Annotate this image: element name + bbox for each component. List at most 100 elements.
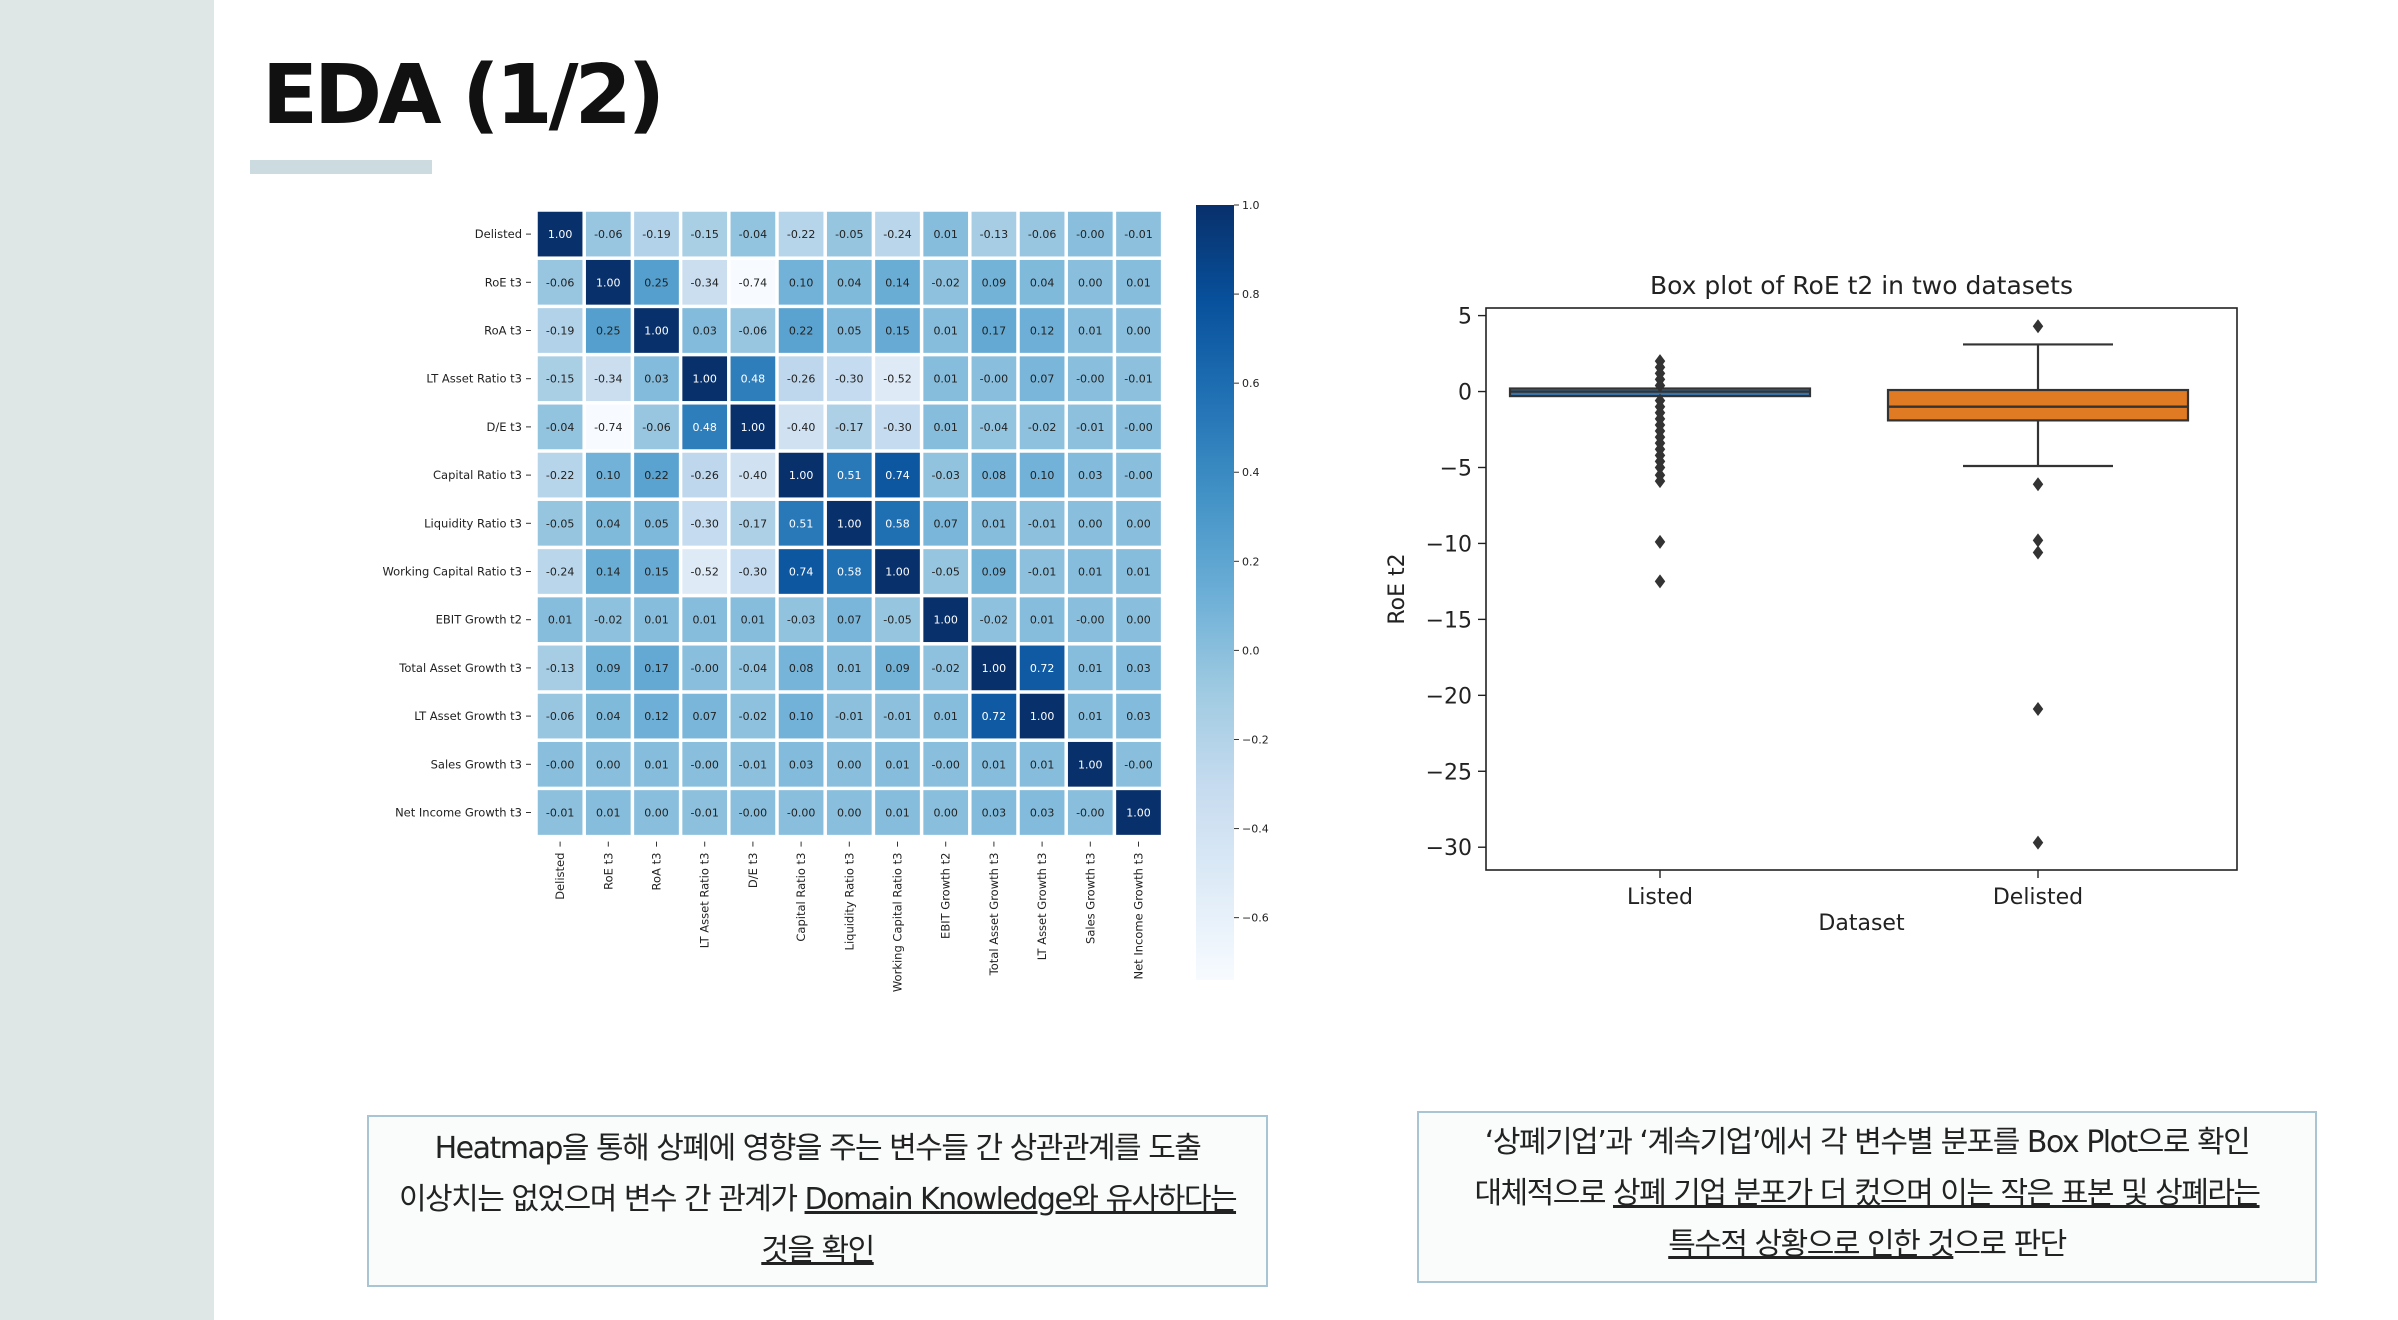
heatmap-x-tick-label: RoA t3 [650, 853, 664, 891]
heatmap-cell-value: -0.15 [690, 228, 718, 241]
heatmap-cell-value: -0.01 [690, 807, 718, 820]
heatmap-cell [730, 259, 776, 305]
heatmap-cell-value: -0.05 [835, 228, 863, 241]
heatmap-cell [1116, 452, 1161, 498]
heatmap-cell [1067, 549, 1113, 594]
heatmap-y-tick-label: Net Income Growth t3 [395, 806, 522, 820]
heatmap-cell-value: 0.01 [837, 662, 862, 675]
heatmap-cell [971, 404, 1017, 450]
heatmap-cell [826, 356, 872, 402]
title-underline-bar [250, 160, 432, 174]
heatmap-cell-value: -0.22 [546, 469, 574, 482]
heatmap-cell [585, 308, 631, 353]
colorbar-tick-label: 0.2 [1242, 555, 1260, 568]
heatmap-cell-value: 1.00 [548, 228, 573, 241]
heatmap-cell-value: -0.04 [980, 421, 1008, 434]
heatmap-cell-value: -0.00 [931, 758, 959, 771]
heatmap-cell [682, 500, 728, 546]
heatmap-cell [537, 500, 583, 546]
heatmap-cell-value: -0.00 [1076, 614, 1104, 627]
heatmap-cell-value: 0.03 [644, 373, 669, 386]
heatmap-cell-value: 0.09 [982, 276, 1007, 289]
heatmap-y-tick-label: Liquidity Ratio t3 [424, 516, 522, 530]
heatmap-cell [1067, 645, 1113, 691]
heatmap-cell-value: 0.03 [692, 325, 717, 338]
boxplot-outlier [1654, 378, 1666, 393]
heatmap-cell [1116, 211, 1161, 257]
heatmap-cell [826, 308, 872, 353]
heatmap-cell-value: 0.48 [741, 373, 766, 386]
heatmap-cell-value: 0.09 [596, 662, 621, 675]
heatmap-cell [778, 549, 824, 594]
heatmap-cell [923, 259, 969, 305]
heatmap-cell [585, 645, 631, 691]
heatmap-cell [826, 645, 872, 691]
heatmap-cell [1067, 308, 1113, 353]
heatmap-cell-value: 0.07 [1030, 373, 1055, 386]
heatmap-cell [971, 693, 1017, 739]
heatmap-cell-value: -0.01 [546, 807, 574, 820]
heatmap-cell-value: -0.06 [1028, 228, 1056, 241]
boxplot-outlier [2032, 545, 2044, 560]
colorbar-tick-label: −0.4 [1242, 823, 1269, 836]
heatmap-cell [730, 500, 776, 546]
heatmap-cell [1116, 259, 1161, 305]
heatmap-cell-value: 0.05 [837, 325, 862, 338]
heatmap-cell [585, 500, 631, 546]
heatmap-cell-value: -0.00 [546, 758, 574, 771]
heatmap-cell [1067, 404, 1113, 450]
heatmap-cell-value: 0.10 [596, 469, 621, 482]
heatmap-cell-value: 0.01 [933, 373, 958, 386]
heatmap-cell [1019, 741, 1065, 787]
heatmap-x-tick-label: Net Income Growth t3 [1132, 853, 1146, 980]
heatmap-cell [537, 259, 583, 305]
heatmap-cell [875, 356, 920, 402]
heatmap-x-tick-label: LT Asset Ratio t3 [698, 853, 712, 949]
boxplot-outlier [2032, 701, 2044, 716]
heatmap-cell-value: -0.01 [1124, 373, 1152, 386]
heatmap-cell [1116, 693, 1161, 739]
heatmap-cell-value: 0.14 [596, 566, 621, 579]
boxplot-y-tick-label: −25 [1426, 760, 1472, 785]
heatmap-cell [875, 452, 920, 498]
heatmap-cell [778, 597, 824, 643]
heatmap-cell [634, 693, 679, 739]
boxplot-caption-line-1: ‘상폐기업’과 ‘계속기업’에서 각 변수별 분포를 Box Plot으로 확인 [1484, 1125, 2251, 1160]
heatmap-cell-value: 0.01 [644, 614, 669, 627]
heatmap-cell-value: -0.30 [739, 566, 767, 579]
heatmap-cell-value: 0.03 [1030, 807, 1055, 820]
heatmap-cell-value: 0.51 [837, 469, 862, 482]
heatmap-cell-value: 1.00 [1030, 710, 1055, 723]
heatmap-cell-value: 0.25 [596, 325, 621, 338]
heatmap-cell-value: 0.58 [885, 517, 910, 530]
boxplot-y-tick-label: 0 [1458, 381, 1472, 406]
heatmap-cell [875, 645, 920, 691]
heatmap-caption-line-2: 이상치는 없었으며 변수 간 관계가 Domain Knowledge와 유사하… [369, 1174, 1266, 1225]
heatmap-cell-value: 0.72 [1030, 662, 1055, 675]
heatmap-cell-value: -0.03 [787, 614, 815, 627]
boxplot-caption-line-2: 대체적으로 상폐 기업 분포가 더 컸으며 이는 작은 표본 및 상폐라는 [1419, 1168, 2315, 1219]
heatmap-cell-value: 0.01 [933, 228, 958, 241]
boxplot-y-tick-label: −10 [1426, 532, 1472, 557]
heatmap-cell-value: -0.05 [546, 517, 574, 530]
heatmap-cell-value: -0.30 [883, 421, 911, 434]
heatmap-cell [875, 597, 920, 643]
heatmap-cell [1116, 356, 1161, 402]
heatmap-cell [682, 404, 728, 450]
boxplot-y-tick-label: −30 [1426, 836, 1472, 861]
heatmap-cell [826, 452, 872, 498]
heatmap-cell [923, 404, 969, 450]
heatmap-cell-value: -0.13 [980, 228, 1008, 241]
slide-title: EDA (1/2) [262, 48, 665, 143]
heatmap-cell [826, 404, 872, 450]
heatmap-cell-value: 0.04 [596, 710, 621, 723]
heatmap-cell [875, 741, 920, 787]
heatmap-cell-value: -0.19 [642, 228, 670, 241]
heatmap-cell [682, 597, 728, 643]
boxplot-y-axis-label: RoE t2 [1385, 553, 1410, 624]
heatmap-cell [1067, 500, 1113, 546]
boxplot-x-tick-label: Listed [1627, 885, 1693, 910]
heatmap-cell-value: 1.00 [933, 614, 958, 627]
